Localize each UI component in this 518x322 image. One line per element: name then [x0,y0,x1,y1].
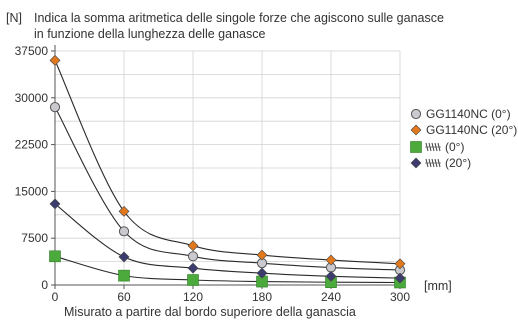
legend-label: GG1140NC (20°) [426,123,517,137]
y-tick-label: 15000 [15,184,49,198]
data-point [118,226,130,237]
data-point [49,102,61,113]
product-glyph-icon [425,158,441,168]
data-point [49,54,61,66]
legend-label: (20°) [445,156,471,170]
x-axis-label: Misurato a partire dal bordo superiore d… [64,305,356,319]
x-tick-label: 240 [321,290,341,304]
y-tick-label: 37500 [15,44,49,58]
series-curve-1 [54,60,401,265]
x-tick-label: 0 [52,290,59,304]
y-unit-label: [N] [6,11,22,25]
y-tick-label: 30000 [15,91,49,105]
legend-label: (0°) [445,140,464,154]
data-point [256,267,268,279]
y-tick-label: 0 [41,278,48,292]
series-curve-2 [54,255,401,284]
legend-marker [410,157,422,169]
data-point [187,240,199,252]
product-glyph-icon [425,142,441,152]
x-tick-label: 180 [252,290,272,304]
data-point [394,272,406,284]
data-point [325,254,337,266]
grid [54,50,401,286]
x-tick-label: 120 [183,290,203,304]
y-tick-label: 22500 [15,138,49,152]
tick-labels: 0 60 120 180 240 300 0 7500 15000 22500 30000 37500 [15,44,411,304]
legend-marker [410,124,422,136]
x-tick-label: 60 [117,290,131,304]
data-point [49,250,61,263]
y-tick-label: 7500 [21,231,48,245]
legend-marker [410,141,422,153]
legend-label: GG1140NC (0°) [426,107,511,121]
data-point [49,198,61,210]
x-unit-label: [mm] [424,279,452,293]
chart-title: Indica la somma aritmetica delle singole… [34,11,444,25]
series-curve-0 [54,106,401,271]
chart-subtitle: in funzione della lunghezza delle ganasc… [34,27,265,41]
series-markers [49,54,406,289]
legend: GG1140NC (0°) GG1140NC (20°) (0°) (20°) [410,107,517,170]
data-point [118,251,130,263]
axes [51,45,401,289]
data-point [187,262,199,274]
series-curves [54,60,401,284]
data-point [187,274,199,286]
data-point [256,249,268,261]
data-point [325,270,337,282]
x-tick-label: 300 [390,290,410,304]
data-point [394,258,406,270]
data-point [118,205,130,217]
data-point [187,251,199,262]
data-point [118,269,130,282]
legend-marker [410,108,422,120]
